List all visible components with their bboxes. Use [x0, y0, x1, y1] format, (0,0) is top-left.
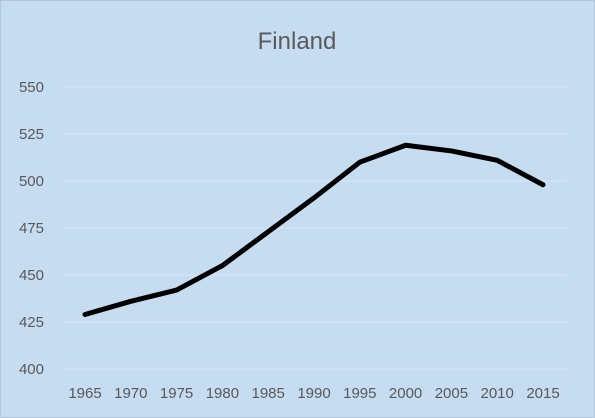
y-axis-tick-labels: 400 425 450 475 500 525 550 — [19, 79, 44, 378]
x-tick-label: 1990 — [297, 385, 330, 402]
y-tick-label: 500 — [19, 173, 44, 190]
y-tick-label: 475 — [19, 220, 44, 237]
x-tick-label: 2015 — [526, 385, 559, 402]
series-layer — [82, 142, 546, 317]
y-tick-label: 450 — [19, 267, 44, 284]
x-tick-label: 1965 — [68, 385, 101, 402]
x-tick-label: 2010 — [481, 385, 514, 402]
x-tick-label: 1975 — [160, 385, 193, 402]
x-tick-label: 1985 — [252, 385, 285, 402]
x-tick-label: 2000 — [389, 385, 422, 402]
x-tick-label: 1980 — [206, 385, 239, 402]
x-tick-label: 1995 — [343, 385, 376, 402]
x-tick-label: 2005 — [435, 385, 468, 402]
x-tick-label: 1970 — [114, 385, 147, 402]
y-tick-label: 525 — [19, 126, 44, 143]
x-axis-tick-labels: 1965 1970 1975 1980 1985 1990 1995 2000 2005 2010… — [68, 385, 559, 402]
y-tick-label: 425 — [19, 314, 44, 331]
series-line-0 — [82, 142, 546, 317]
chart-title: Finland — [258, 28, 337, 55]
grid-lines — [62, 86, 566, 370]
y-tick-label: 550 — [19, 79, 44, 96]
y-tick-label: 400 — [19, 361, 44, 378]
